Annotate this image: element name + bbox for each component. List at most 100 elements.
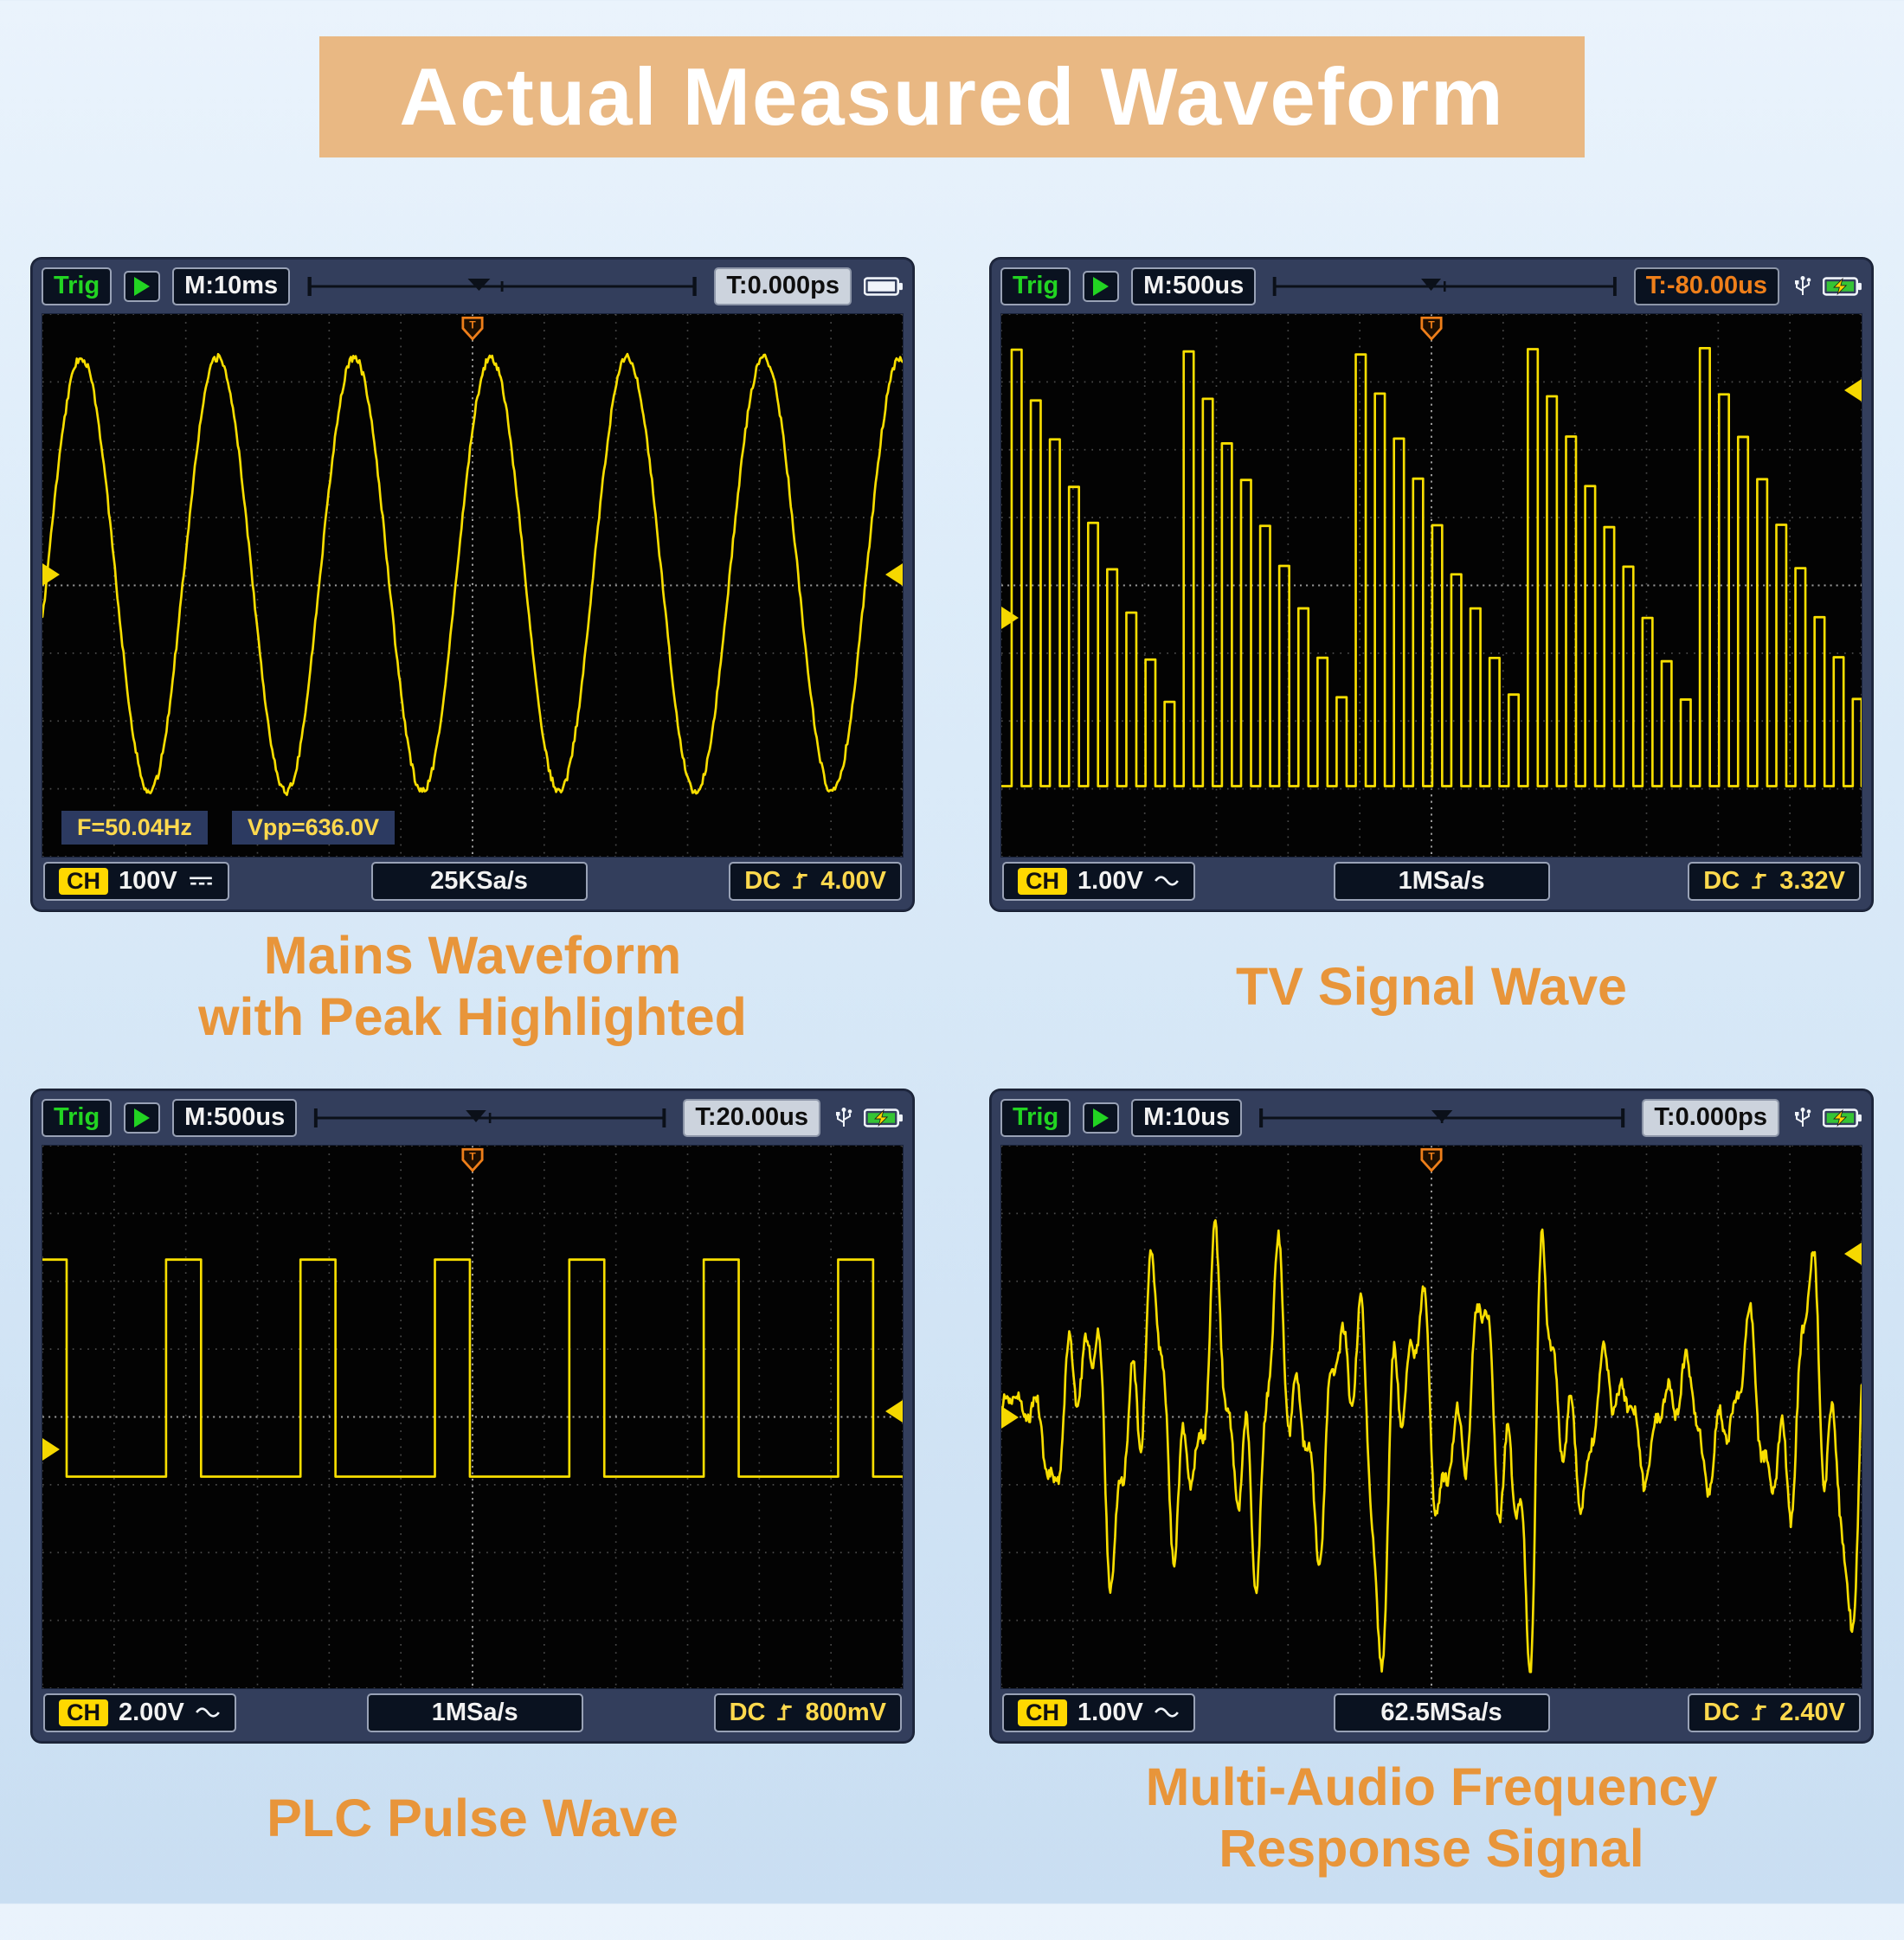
ac-coupling-icon — [1154, 872, 1180, 890]
trigger-level-marker-right-icon — [885, 562, 903, 586]
trigger-coupling-label: DC — [1703, 1698, 1740, 1726]
svg-text:T: T — [469, 1151, 476, 1163]
battery-charging-icon — [1823, 277, 1862, 296]
timebase-readout: M:500us — [1131, 267, 1257, 305]
volts-per-div: 1.00V — [1077, 866, 1143, 895]
timebase-readout: M:500us — [172, 1099, 298, 1137]
status-icons — [864, 275, 904, 298]
sample-rate-readout: 1MSa/s — [1333, 861, 1550, 901]
scope-channel-bar: CH 2.00V 1MSa/s DC 800mV — [42, 1689, 904, 1741]
scope-status-bar: Trig M:10ms T:0.000ps — [42, 260, 904, 313]
timebase-readout: M:10ms — [172, 267, 291, 305]
trigger-position-marker-icon: T — [1420, 316, 1444, 341]
volts-per-div: 2.00V — [119, 1698, 184, 1726]
graticule — [42, 314, 903, 857]
dc-coupling-icon — [188, 872, 214, 890]
graticule — [1001, 1146, 1862, 1688]
trigger-position-marker-icon: T — [461, 1147, 485, 1172]
trigger-level-readout: 4.00V — [820, 866, 886, 895]
channel-info: CH 1.00V — [1002, 861, 1195, 901]
channel-info: CH 2.00V — [43, 1693, 236, 1732]
caption-line: with Peak Highlighted — [198, 987, 747, 1046]
scope-status-bar: Trig M:10us T:0.000ps — [1000, 1091, 1862, 1145]
rising-edge-icon — [775, 1701, 794, 1724]
waveform-trace — [42, 1258, 903, 1478]
trigger-position-marker-icon: T — [1420, 1147, 1444, 1172]
frequency-readout: F=50.04Hz — [61, 811, 208, 845]
volts-per-div: 1.00V — [1077, 1698, 1143, 1726]
horizontal-position-indicator — [302, 273, 702, 299]
channel-marker-left-icon — [1001, 1405, 1019, 1429]
scope-status-bar: Trig M:500us T:20.00us — [42, 1091, 904, 1145]
panel-section-audio-response: Trig M:10us T:0.000ps T — [990, 1089, 1873, 1883]
status-icons — [1791, 1106, 1862, 1130]
scope-channel-bar: CH 1.00V 1MSa/s DC 3.32V — [1000, 858, 1862, 909]
caption-audio-response: Multi-Audio Frequency Response Signal — [990, 1753, 1873, 1883]
panel-grid: Trig M:10ms T:0.000ps T — [0, 258, 1904, 1883]
horizontal-position-indicator — [309, 1105, 671, 1131]
caption-mains: Mains Waveform with Peak Highlighted — [31, 922, 914, 1051]
usb-icon — [1795, 276, 1811, 295]
trigger-settings: DC 2.40V — [1688, 1693, 1861, 1732]
panel-section-tv-signal: Trig M:500us T:-80.00us T — [990, 258, 1873, 1051]
oscilloscope-screenshot-mains: Trig M:10ms T:0.000ps T — [31, 258, 914, 911]
caption-plc-pulse: PLC Pulse Wave — [31, 1753, 914, 1883]
waveform-trace — [1001, 346, 1862, 787]
scope-channel-bar: CH 1.00V 62.5MSa/s DC 2.40V — [1000, 1689, 1862, 1741]
oscilloscope-screenshot-tv-signal: Trig M:500us T:-80.00us T — [990, 258, 1873, 911]
trigger-coupling-label: DC — [744, 866, 782, 895]
vpp-readout: Vpp=636.0V — [231, 811, 396, 845]
rising-edge-icon — [791, 870, 810, 892]
caption-line: Mains Waveform — [263, 926, 682, 986]
scope-display: T — [1000, 313, 1862, 858]
channel-info: CH 100V — [43, 861, 229, 901]
trigger-status-label: Trig — [1000, 267, 1071, 305]
title-banner: Actual Measured Waveform — [319, 36, 1585, 157]
trigger-position-marker-icon: T — [461, 316, 485, 341]
trigger-time-readout: T:0.000ps — [714, 267, 852, 305]
run-arrow-icon — [1083, 1102, 1120, 1134]
trigger-status-label: Trig — [42, 267, 113, 305]
battery-charging-icon — [1823, 1108, 1862, 1127]
trigger-level-readout: 800mV — [805, 1698, 886, 1726]
rising-edge-icon — [1750, 1701, 1769, 1724]
run-arrow-icon — [1083, 271, 1120, 302]
sample-rate-readout: 62.5MSa/s — [1333, 1693, 1550, 1732]
channel-info: CH 1.00V — [1002, 1693, 1195, 1732]
oscilloscope-screenshot-plc-pulse: Trig M:500us T:20.00us T — [31, 1089, 914, 1743]
horizontal-position-indicator — [1268, 273, 1622, 299]
oscilloscope-screenshot-audio-response: Trig M:10us T:0.000ps T — [990, 1089, 1873, 1743]
channel-badge: CH — [59, 1699, 108, 1726]
horizontal-position-indicator — [1254, 1105, 1630, 1131]
sample-rate-readout: 25KSa/s — [370, 861, 588, 901]
caption-line: TV Signal Wave — [1236, 956, 1627, 1016]
rising-edge-icon — [1750, 870, 1769, 892]
waveform-trace — [42, 352, 903, 796]
timebase-readout: M:10us — [1131, 1099, 1243, 1137]
scope-display: T — [1000, 1145, 1862, 1689]
measurement-readouts: F=50.04Hz Vpp=636.0V — [61, 811, 396, 845]
channel-badge: CH — [1018, 867, 1067, 895]
scope-status-bar: Trig M:500us T:-80.00us — [1000, 260, 1862, 313]
waveform-trace — [1001, 1218, 1862, 1673]
trigger-settings: DC 800mV — [713, 1693, 902, 1732]
trigger-time-readout: T:-80.00us — [1633, 267, 1779, 305]
trigger-level-marker-right-icon — [1844, 1243, 1862, 1266]
ac-coupling-icon — [1154, 1704, 1180, 1721]
caption-tv-signal: TV Signal Wave — [990, 922, 1873, 1051]
graticule — [42, 1146, 903, 1688]
sample-rate-readout: 1MSa/s — [366, 1693, 583, 1732]
ac-coupling-icon — [195, 1704, 221, 1721]
trigger-time-readout: T:20.00us — [683, 1099, 820, 1137]
scope-channel-bar: CH 100V 25KSa/s DC 4.00V — [42, 858, 904, 909]
battery-charging-icon — [864, 1108, 903, 1127]
volts-per-div: 100V — [119, 866, 177, 895]
svg-text:T: T — [1428, 1151, 1435, 1163]
status-icons — [833, 1106, 904, 1130]
svg-text:T: T — [469, 319, 476, 331]
channel-marker-left-icon — [42, 1438, 60, 1461]
page-title: Actual Measured Waveform — [399, 51, 1505, 142]
trigger-level-marker-right-icon — [885, 1400, 903, 1423]
run-arrow-icon — [124, 1102, 161, 1134]
trigger-coupling-label: DC — [729, 1698, 766, 1726]
